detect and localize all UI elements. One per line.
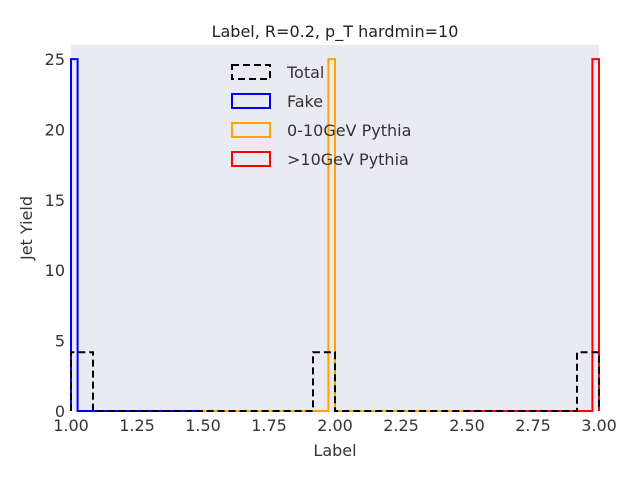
- series-layer: [70, 58, 600, 412]
- x-tick-label: 2.75: [515, 416, 551, 435]
- legend-swatch: [231, 122, 271, 138]
- x-tick-label: 1.25: [119, 416, 155, 435]
- x-tick-label: 2.25: [383, 416, 419, 435]
- legend-swatch: [231, 93, 271, 109]
- legend-label: Fake: [287, 92, 323, 111]
- x-tick-label: 1.50: [185, 416, 221, 435]
- x-tick-label: 1.75: [251, 416, 287, 435]
- legend-swatch: [231, 151, 271, 167]
- y-tick-label: 0: [55, 402, 65, 421]
- x-tick-label: 1.00: [53, 416, 89, 435]
- y-tick-label: 25: [45, 50, 65, 69]
- chart-title: Label, R=0.2, p_T hardmin=10: [212, 22, 459, 42]
- legend-label: 0-10GeV Pythia: [287, 121, 411, 140]
- y-axis-label: Jet Yield: [17, 196, 36, 261]
- legend-label: Total: [286, 63, 324, 82]
- legend-swatch: [231, 64, 271, 80]
- legend: Total Fake 0-10GeV Pythia >10GeV Pythia: [231, 63, 411, 169]
- series-total-step: [70, 351, 600, 412]
- y-tick-label: 20: [45, 120, 65, 139]
- x-tick-label: 3.00: [581, 416, 617, 435]
- y-tick-label: 15: [45, 191, 65, 210]
- x-tick-label: 2.00: [317, 416, 353, 435]
- x-axis-label: Label: [313, 441, 356, 460]
- legend-label: >10GeV Pythia: [287, 150, 409, 169]
- y-axis: 0 5 10 15 20 25: [45, 50, 65, 421]
- y-tick-label: 5: [55, 332, 65, 351]
- x-tick-label: 2.50: [449, 416, 485, 435]
- y-tick-label: 10: [45, 261, 65, 280]
- x-axis: 1.00 1.25 1.50 1.75 2.00 2.25 2.50 2.75 3.00: [53, 416, 617, 435]
